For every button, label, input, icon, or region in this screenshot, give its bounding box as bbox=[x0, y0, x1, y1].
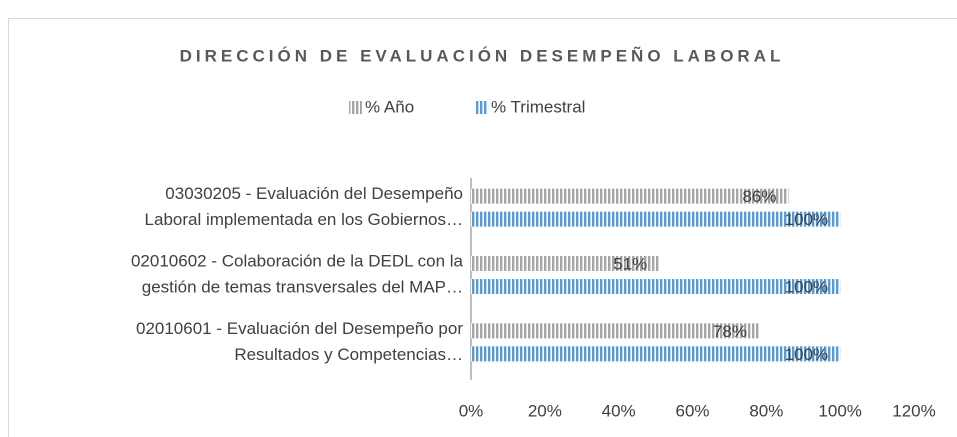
value-label: 78% bbox=[713, 322, 747, 341]
y-tick-label: 02010602 - Colaboración de la DEDL con l… bbox=[131, 251, 464, 270]
bar bbox=[471, 323, 759, 339]
y-tick-label: Resultados y Competencias… bbox=[234, 345, 463, 364]
bar bbox=[471, 346, 841, 362]
bar bbox=[471, 256, 660, 271]
bar bbox=[471, 188, 789, 204]
bar bbox=[471, 279, 841, 294]
y-tick-label: gestión de temas transversales del MAP… bbox=[142, 277, 463, 296]
x-tick-label: 120% bbox=[892, 401, 935, 420]
chart-title: DIRECCIÓN DE EVALUACIÓN DESEMPEÑO LABORA… bbox=[180, 45, 785, 65]
bar bbox=[471, 211, 841, 227]
value-label: 100% bbox=[785, 345, 828, 364]
legend-swatch bbox=[349, 101, 362, 114]
x-tick-label: 40% bbox=[602, 401, 636, 420]
x-tick-label: 0% bbox=[459, 401, 484, 420]
y-tick-label: 02010601 - Evaluación del Desempeño por bbox=[136, 319, 463, 338]
value-label: 100% bbox=[785, 210, 828, 229]
legend-label: % Trimestral bbox=[491, 97, 585, 116]
legend-label: % Año bbox=[365, 97, 414, 116]
value-label: 51% bbox=[613, 254, 647, 273]
legend-swatch bbox=[475, 101, 488, 114]
x-tick-label: 80% bbox=[749, 401, 783, 420]
x-tick-label: 100% bbox=[818, 401, 861, 420]
value-label: 86% bbox=[742, 187, 776, 206]
x-tick-label: 60% bbox=[675, 401, 709, 420]
y-tick-label: 03030205 - Evaluación del Desempeño bbox=[165, 184, 463, 203]
chart-border bbox=[8, 18, 957, 437]
x-tick-label: 20% bbox=[528, 401, 562, 420]
y-tick-label: Laboral implementada en los Gobiernos… bbox=[145, 210, 463, 229]
value-label: 100% bbox=[785, 277, 828, 296]
